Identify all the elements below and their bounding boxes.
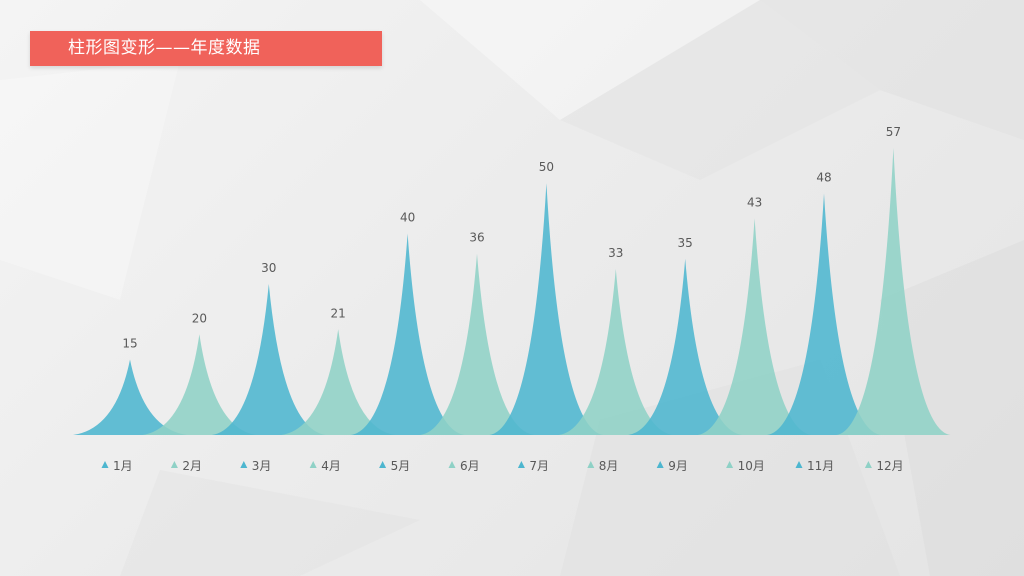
data-label: 43 <box>747 195 762 209</box>
bar-10月 <box>697 218 812 435</box>
bar-11月 <box>767 193 881 435</box>
category-label: 8月 <box>599 459 619 473</box>
legend-triangle-icon <box>170 461 178 468</box>
data-label: 15 <box>122 336 137 350</box>
data-label: 57 <box>886 125 901 139</box>
bar-7月 <box>489 183 604 435</box>
legend-triangle-icon <box>656 461 664 468</box>
bar-8月 <box>558 268 673 435</box>
legend-triangle-icon <box>726 461 734 468</box>
bar-4月 <box>281 329 396 435</box>
bar-5月 <box>350 233 465 435</box>
category-label: 12月 <box>876 459 903 473</box>
legend-triangle-icon <box>379 461 387 468</box>
legend-triangle-icon <box>517 461 525 468</box>
category-label: 6月 <box>460 459 480 473</box>
category-label: 11月 <box>807 459 834 473</box>
bar-12月 <box>836 148 951 435</box>
legend-triangle-icon <box>448 461 456 468</box>
data-label: 36 <box>469 231 484 245</box>
title-banner: 柱形图变形——年度数据 <box>30 31 382 66</box>
category-label: 5月 <box>391 459 411 473</box>
data-label: 20 <box>192 311 207 325</box>
chart-title: 柱形图变形——年度数据 <box>68 38 261 58</box>
data-label: 30 <box>261 261 276 275</box>
legend-triangle-icon <box>101 461 109 468</box>
data-label: 48 <box>816 170 831 184</box>
category-label: 4月 <box>321 459 341 473</box>
data-label: 40 <box>400 211 415 225</box>
data-label: 35 <box>678 236 693 250</box>
category-label: 1月 <box>113 459 133 473</box>
legend-triangle-icon <box>864 461 872 468</box>
data-label: 33 <box>608 246 623 260</box>
data-label: 21 <box>331 306 346 320</box>
legend-triangle-icon <box>587 461 595 468</box>
bar-6月 <box>420 253 534 435</box>
category-label: 2月 <box>182 459 202 473</box>
bar-2月 <box>142 334 257 435</box>
data-label: 50 <box>539 160 554 174</box>
bar-9月 <box>628 258 743 435</box>
bar-1月 <box>73 359 187 435</box>
category-label: 10月 <box>738 459 765 473</box>
category-label: 9月 <box>668 459 688 473</box>
legend-triangle-icon <box>240 461 248 468</box>
category-label: 7月 <box>529 459 549 473</box>
category-label: 3月 <box>252 459 272 473</box>
bar-3月 <box>211 283 326 435</box>
legend-triangle-icon <box>309 461 317 468</box>
legend-triangle-icon <box>795 461 803 468</box>
